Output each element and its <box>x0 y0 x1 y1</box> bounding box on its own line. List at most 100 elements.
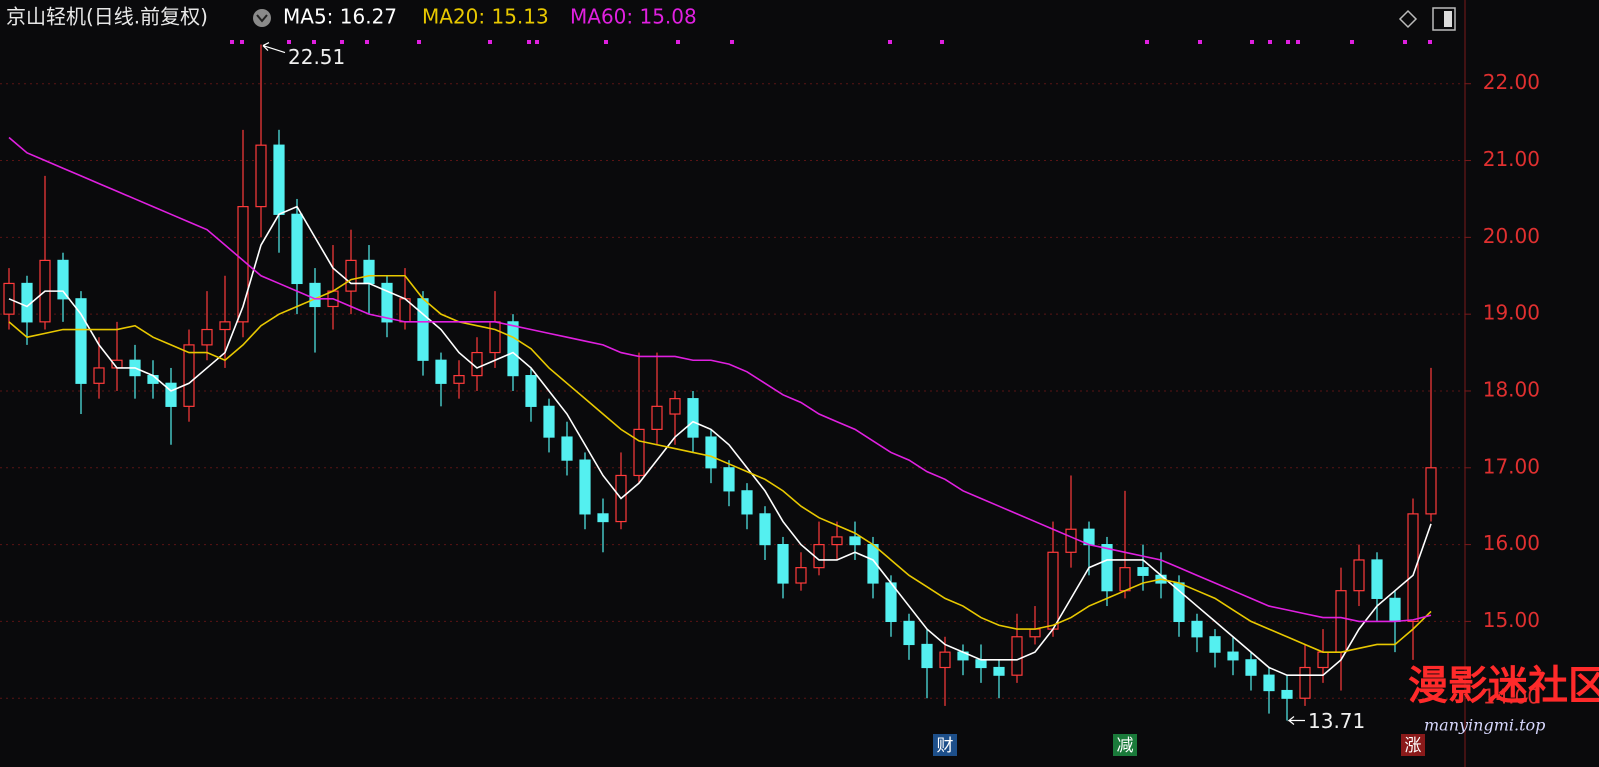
candle-body <box>741 490 753 515</box>
y-tick-label: 16.00 <box>1483 531 1540 555</box>
y-tick-label: 18.00 <box>1483 377 1540 401</box>
signal-dot <box>488 40 492 44</box>
signal-dot <box>1268 40 1272 44</box>
signal-dot <box>312 40 316 44</box>
candle-body <box>363 259 375 285</box>
event-marker <box>933 734 957 756</box>
candle-body <box>273 144 285 215</box>
signal-dot <box>730 40 734 44</box>
signal-dot <box>340 40 344 44</box>
candle-body <box>705 436 717 469</box>
signal-dot <box>940 40 944 44</box>
candle-body <box>291 213 303 285</box>
candle-body <box>1245 659 1257 676</box>
candle-body <box>183 344 195 407</box>
candle-body <box>633 428 645 477</box>
candle-body <box>219 321 231 331</box>
event-marker <box>1401 734 1425 756</box>
panel-icon[interactable] <box>1432 7 1456 31</box>
candle-body <box>1137 567 1149 576</box>
candle-body <box>651 405 663 430</box>
candle-body <box>165 382 177 407</box>
ma-line <box>8 274 1432 653</box>
signal-dot <box>1428 40 1432 44</box>
candle-body <box>1209 636 1221 653</box>
candle-body <box>1191 620 1203 638</box>
signal-dot <box>230 40 234 44</box>
menu-arrow <box>256 14 268 23</box>
candle-body <box>255 144 267 208</box>
annotation-arrow <box>1287 716 1305 725</box>
signal-dot <box>1286 40 1290 44</box>
legend-entry: MA20: 15.13 <box>422 5 549 29</box>
candle-body <box>453 375 465 384</box>
candle-body <box>993 666 1005 676</box>
candle-body <box>435 359 447 384</box>
candle-body <box>1371 559 1383 599</box>
watermark-url: manyingmi.top <box>1424 716 1545 735</box>
candle-body <box>1281 689 1293 699</box>
signal-dot <box>535 40 539 44</box>
signal-dot <box>888 40 892 44</box>
candle-body <box>345 259 357 292</box>
annotation: 13.71 <box>1308 709 1365 733</box>
signal-dot <box>604 40 608 44</box>
candle-body <box>1029 628 1041 638</box>
signal-dot <box>1250 40 1254 44</box>
candle-body <box>525 375 537 407</box>
candle-body <box>543 405 555 438</box>
candle-body <box>417 298 429 361</box>
candle-body <box>1119 567 1131 592</box>
candle-body <box>1173 582 1185 623</box>
candle-body <box>1407 513 1419 623</box>
signal-dot <box>1350 40 1354 44</box>
panel-icon-fill <box>1444 11 1452 27</box>
y-tick-label: 17.00 <box>1483 454 1540 478</box>
plot-area: 14.00 15.00 16.00 17.00 18.00 19.00 20.00 21.00… <box>0 42 1540 756</box>
y-tick-label: 14.00 <box>1483 685 1540 709</box>
y-tick-label: 22.00 <box>1483 70 1540 94</box>
candle-body <box>1317 651 1329 669</box>
signal-dot <box>676 40 680 44</box>
candle-body <box>201 328 213 346</box>
event-label: 财 <box>937 736 954 756</box>
candle-body <box>579 459 591 515</box>
legend-entry: MA5: 16.27 <box>283 5 397 29</box>
candle-body <box>1101 544 1113 592</box>
signal-dot <box>1198 40 1202 44</box>
candle-body <box>489 321 501 354</box>
candle-body <box>597 513 609 523</box>
candle-body <box>1335 590 1347 653</box>
signal-dot <box>1403 40 1407 44</box>
candle-body <box>381 282 393 323</box>
candle-body <box>903 620 915 646</box>
signal-dot <box>287 40 291 44</box>
watermark-title: 漫影迷社区 <box>1408 663 1599 709</box>
annotation-arrow <box>262 42 286 54</box>
y-tick-label: 15.00 <box>1483 608 1540 632</box>
candle-body <box>849 536 861 546</box>
chart-title: 京山轻机(日线.前复权) <box>6 5 208 29</box>
event-marker <box>1113 734 1137 756</box>
candle-body <box>1011 636 1023 676</box>
signal-dot <box>527 40 531 44</box>
ma-line <box>8 205 1432 676</box>
y-tick-label: 20.00 <box>1483 224 1540 248</box>
signal-row <box>230 40 1432 44</box>
signal-dot <box>240 40 244 44</box>
legend-entry: MA60: 15.08 <box>570 5 697 29</box>
signal-dot <box>1145 40 1149 44</box>
candle-body <box>1353 559 1365 592</box>
candle-body <box>975 659 987 669</box>
candle-body <box>921 643 933 669</box>
candle-body <box>723 467 735 492</box>
candle-body <box>1425 467 1437 515</box>
diamond-icon[interactable] <box>1398 9 1418 29</box>
candle-body <box>1299 666 1311 699</box>
candle-body <box>561 436 573 461</box>
menu-icon[interactable] <box>253 9 271 27</box>
candle-body <box>759 513 771 546</box>
